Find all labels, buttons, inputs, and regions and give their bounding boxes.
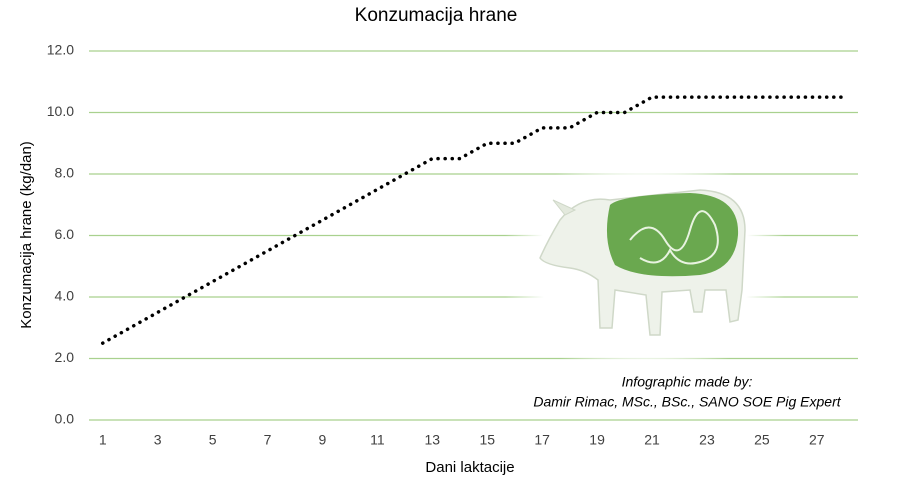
x-tick-label: 5 [209, 432, 217, 448]
x-tick-label: 25 [754, 432, 770, 448]
x-tick-label: 17 [534, 432, 550, 448]
plot [100, 95, 847, 345]
x-tick-label: 9 [319, 432, 327, 448]
x-tick-label: 23 [699, 432, 715, 448]
y-tick-label: 10.0 [47, 103, 74, 119]
y-tick-label: 8.0 [55, 165, 75, 181]
x-tick-label: 13 [425, 432, 441, 448]
x-tick-label: 27 [809, 432, 825, 448]
x-tick-label: 1 [99, 432, 107, 448]
x-tick-label: 19 [589, 432, 605, 448]
y-tick-label: 4.0 [55, 288, 75, 304]
pig-intestine [629, 210, 719, 265]
x-tick-label: 15 [479, 432, 495, 448]
annotation: Damir Rimac, MSc., BSc., SANO SOE Pig Ex… [533, 394, 841, 410]
pig-illustration [500, 150, 790, 380]
x-tick-label: 3 [154, 432, 162, 448]
x-tick-label: 11 [370, 432, 385, 448]
x-tick-label: 21 [644, 432, 660, 448]
chart-title: Konzumacija hrane [355, 5, 518, 26]
pig-ear [552, 199, 577, 216]
annotation: Infographic made by: [622, 374, 753, 390]
pig-gut [606, 193, 739, 277]
x-tick-label: 7 [264, 432, 272, 448]
y-axis-label: Konzumacija hrane (kg/dan) [18, 141, 35, 329]
y-tick-label: 0.0 [55, 411, 75, 427]
grid: 0.02.04.06.08.010.012.01 3 5 7 9 11 13 15 17 19 21… [47, 42, 858, 448]
y-tick-label: 6.0 [55, 226, 75, 242]
y-tick-label: 2.0 [55, 349, 75, 365]
x-axis-label: Dani laktacije [425, 459, 514, 476]
line [100, 95, 847, 345]
y-tick-label: 12.0 [47, 42, 74, 58]
